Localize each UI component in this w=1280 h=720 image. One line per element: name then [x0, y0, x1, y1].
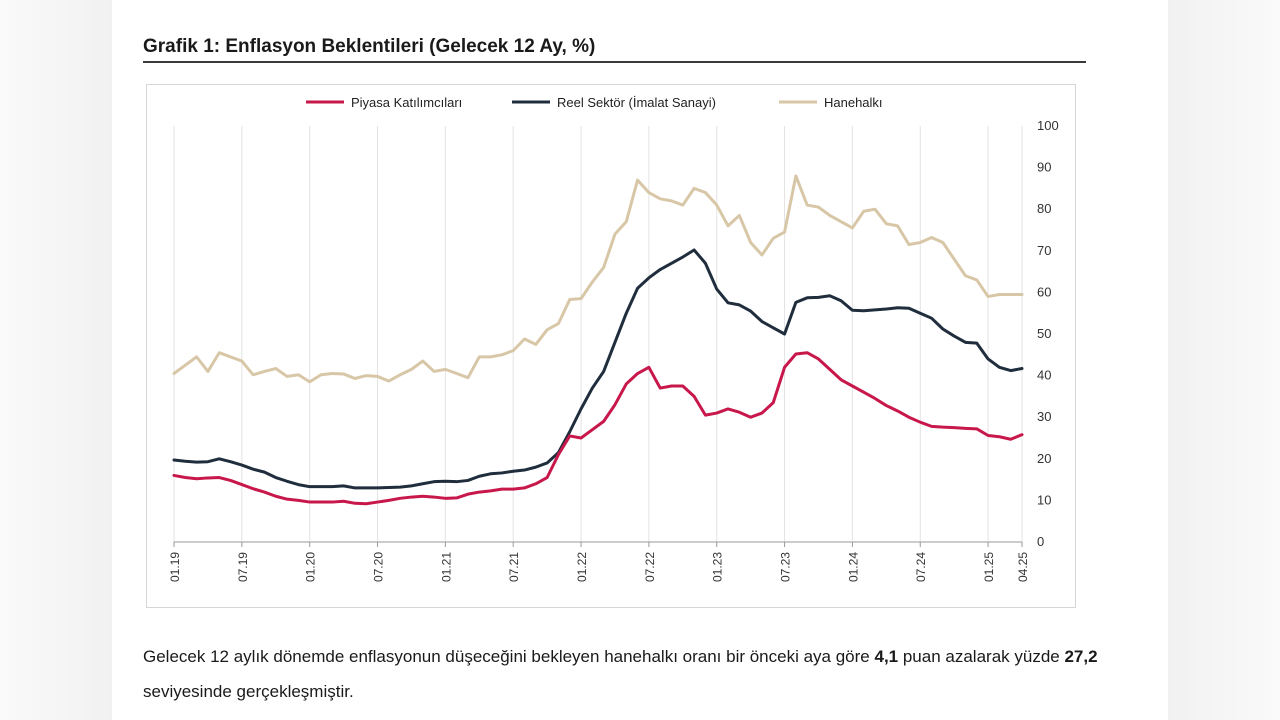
- summary-text-2: puan azalarak yüzde: [898, 647, 1065, 666]
- x-tick-label: 07.23: [779, 552, 793, 582]
- series-line-2: [172, 174, 1024, 384]
- y-tick-label: 100: [1037, 118, 1059, 133]
- summary-text-3: seviyesinde gerçekleşmiştir.: [143, 682, 354, 701]
- left-backdrop: [0, 0, 112, 720]
- legend-label-2: Hanehalkı: [824, 95, 883, 110]
- chart-frame: 01.19 07.19 01.20 07.20 01.21 07.21 01.22 07.22…: [146, 84, 1076, 608]
- y-tick-label: 60: [1037, 284, 1051, 299]
- x-tick-label: 01.25: [982, 552, 996, 582]
- summary-text-1: Gelecek 12 aylık dönemde enflasyonun düş…: [143, 647, 875, 666]
- x-tick-label: 01.20: [304, 552, 318, 582]
- y-tick-label: 30: [1037, 409, 1051, 424]
- series-line-0: [172, 351, 1024, 506]
- x-tick-label: 07.19: [236, 552, 250, 582]
- figure-title: Grafik 1: Enflasyon Beklentileri (Gelece…: [143, 36, 596, 57]
- y-tick-label: 90: [1037, 160, 1051, 175]
- y-tick-label: 70: [1037, 243, 1051, 258]
- x-tick-label: 07.24: [914, 552, 928, 582]
- x-tick-label: 07.21: [507, 552, 521, 582]
- line-chart: 01.19 07.19 01.20 07.20 01.21 07.21 01.22 07.22…: [168, 95, 1059, 582]
- x-tick-label: 01.21: [439, 552, 453, 582]
- legend-label-1: Reel Sektör (İmalat Sanayi): [557, 95, 716, 110]
- y-tick-label: 40: [1037, 368, 1051, 383]
- x-tick-label: 01.23: [711, 552, 725, 582]
- y-tick-label: 10: [1037, 492, 1051, 507]
- legend-label-0: Piyasa Katılımcıları: [351, 95, 462, 110]
- y-tick-label: 0: [1037, 534, 1044, 549]
- right-backdrop: [1168, 0, 1280, 720]
- y-tick-label: 80: [1037, 201, 1051, 216]
- x-tick-label: 07.22: [643, 552, 657, 582]
- title-divider: [143, 61, 1086, 63]
- summary-value-2: 27,2: [1064, 647, 1098, 666]
- x-tick-label: 01.22: [575, 552, 589, 582]
- x-tick-label: 07.20: [372, 552, 386, 582]
- x-tick-label: 01.19: [168, 552, 182, 582]
- y-tick-label: 50: [1037, 326, 1051, 341]
- y-tick-label: 20: [1037, 451, 1051, 466]
- series-line-1: [172, 248, 1024, 490]
- summary-value-1: 4,1: [874, 647, 899, 666]
- summary-paragraph: Gelecek 12 aylık dönemde enflasyonun düş…: [143, 639, 1153, 709]
- x-tick-label: 01.24: [846, 552, 860, 582]
- x-tick-label: 04.25: [1016, 552, 1030, 582]
